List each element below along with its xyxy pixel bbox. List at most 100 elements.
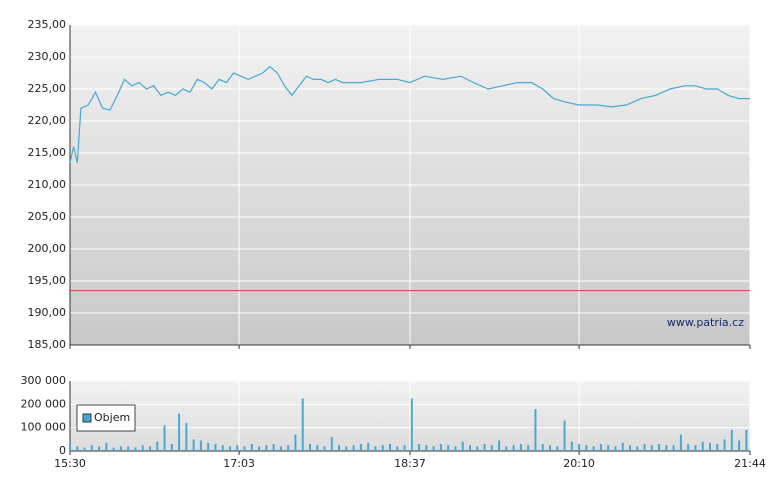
volume-bar bbox=[199, 440, 202, 451]
volume-bar bbox=[265, 445, 268, 451]
volume-bar bbox=[498, 440, 501, 451]
watermark: www.patria.cz bbox=[667, 316, 744, 329]
volume-bar bbox=[134, 447, 137, 451]
volume-bar bbox=[694, 445, 697, 451]
volume-bar bbox=[578, 444, 581, 451]
volume-bar bbox=[127, 446, 130, 451]
volume-bar bbox=[119, 446, 122, 451]
volume-bar bbox=[229, 446, 231, 451]
volume-bar bbox=[599, 444, 602, 451]
volume-bar bbox=[316, 445, 319, 451]
volume-bar bbox=[483, 444, 486, 451]
volume-bar bbox=[287, 445, 290, 451]
volume-bar bbox=[294, 434, 297, 451]
volume-bar bbox=[549, 445, 551, 451]
volume-bar bbox=[330, 437, 333, 451]
x-tick-label: 17:03 bbox=[223, 457, 255, 470]
volume-bar bbox=[469, 445, 471, 451]
y-tick-label: 100 000 bbox=[21, 421, 67, 434]
volume-bar bbox=[410, 398, 413, 451]
volume-bar bbox=[570, 441, 573, 451]
volume-bar bbox=[636, 446, 639, 451]
volume-bar bbox=[439, 444, 442, 451]
y-tick-label: 300 000 bbox=[21, 374, 67, 387]
volume-bar bbox=[679, 434, 682, 451]
volume-bar bbox=[69, 444, 71, 451]
y-tick-label: 215,00 bbox=[28, 146, 67, 159]
volume-bar bbox=[709, 442, 711, 451]
volume-bar bbox=[221, 445, 224, 451]
volume-bar bbox=[359, 444, 362, 451]
x-tick-label: 18:37 bbox=[394, 457, 426, 470]
y-tick-label: 225,00 bbox=[28, 82, 67, 95]
volume-bar bbox=[650, 445, 653, 451]
volume-bar bbox=[279, 446, 282, 451]
volume-bar bbox=[214, 444, 217, 451]
volume-bar bbox=[90, 445, 93, 451]
volume-bar bbox=[389, 444, 391, 451]
volume-bar bbox=[141, 445, 144, 451]
volume-bar bbox=[505, 446, 508, 451]
volume-bar bbox=[614, 446, 617, 451]
volume-bar bbox=[527, 445, 530, 451]
volume-bar bbox=[272, 444, 275, 451]
volume-bar bbox=[170, 444, 173, 451]
volume-bar bbox=[665, 445, 668, 451]
volume-bar bbox=[461, 441, 464, 451]
volume-bar bbox=[432, 446, 435, 451]
y-tick-label: 190,00 bbox=[28, 306, 67, 319]
volume-bar bbox=[345, 446, 348, 451]
volume-bar bbox=[149, 446, 151, 451]
volume-bar bbox=[621, 442, 624, 451]
y-tick-label: 230,00 bbox=[28, 50, 67, 63]
volume-bar bbox=[607, 445, 610, 451]
price-line bbox=[69, 65, 750, 163]
volume-bar bbox=[723, 439, 726, 451]
volume-bar bbox=[250, 444, 253, 451]
volume-bar bbox=[192, 439, 195, 451]
volume-bar bbox=[534, 409, 537, 451]
volume-bar bbox=[338, 445, 341, 451]
y-tick-label: 200 000 bbox=[21, 397, 67, 410]
volume-bar bbox=[701, 441, 704, 451]
volume-bar bbox=[178, 413, 181, 451]
volume-bar bbox=[236, 445, 239, 451]
volume-bar bbox=[163, 425, 166, 451]
volume-bar bbox=[563, 420, 566, 451]
volume-bar bbox=[381, 445, 384, 451]
volume-bar bbox=[490, 445, 493, 451]
volume-bar bbox=[643, 444, 646, 451]
y-tick-label: 185,00 bbox=[28, 338, 67, 351]
volume-bar bbox=[592, 446, 595, 451]
volume-bar bbox=[105, 442, 108, 451]
volume-bar bbox=[156, 441, 159, 451]
volume-bar bbox=[98, 446, 101, 451]
volume-bar bbox=[556, 446, 559, 451]
volume-bar bbox=[367, 442, 370, 451]
volume-bar bbox=[738, 440, 741, 451]
volume-bar bbox=[476, 446, 479, 451]
legend-label: Objem bbox=[94, 411, 130, 424]
y-tick-label: 220,00 bbox=[28, 114, 67, 127]
volume-bar bbox=[541, 444, 544, 451]
x-tick-label: 15:30 bbox=[54, 457, 86, 470]
volume-bar bbox=[76, 446, 79, 451]
volume-bar bbox=[309, 444, 311, 451]
y-tick-label: 195,00 bbox=[28, 274, 67, 287]
volume-bar bbox=[418, 444, 421, 451]
volume-bar bbox=[519, 444, 522, 451]
volume-bar bbox=[447, 445, 450, 451]
legend-swatch bbox=[82, 413, 92, 423]
volume-bar bbox=[454, 446, 457, 451]
volume-bar bbox=[112, 447, 115, 451]
volume-bar bbox=[512, 445, 515, 451]
y-tick-label: 200,00 bbox=[28, 242, 67, 255]
volume-bar bbox=[425, 445, 428, 451]
y-tick-label: 210,00 bbox=[28, 178, 67, 191]
volume-bar bbox=[323, 446, 326, 451]
volume-bar bbox=[672, 445, 675, 451]
volume-bar bbox=[352, 445, 355, 451]
volume-bar bbox=[658, 444, 661, 451]
volume-bar bbox=[258, 446, 261, 451]
